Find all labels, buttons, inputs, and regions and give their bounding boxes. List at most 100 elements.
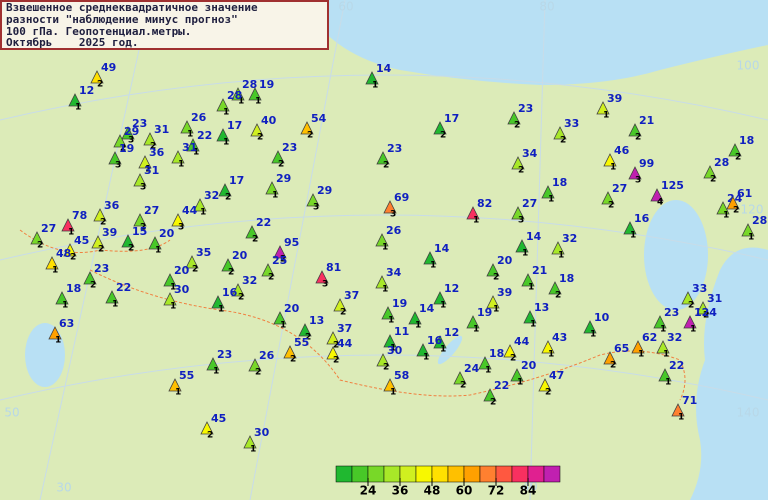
- station-value: 23: [664, 306, 679, 319]
- station-count: 1: [68, 228, 74, 238]
- station-value: 30: [254, 426, 270, 439]
- station-value: 22: [256, 216, 271, 229]
- station-count: 1: [52, 266, 58, 276]
- station-value: 23: [217, 348, 232, 361]
- station-marker: [180, 120, 194, 134]
- colorbar-label: 60: [456, 484, 473, 498]
- station-value: 16: [427, 334, 443, 347]
- station-value: 82: [477, 197, 492, 210]
- station-marker: [486, 263, 500, 277]
- station-value: 18: [552, 176, 567, 189]
- station-count: 2: [140, 223, 146, 233]
- station-value: 37: [337, 322, 352, 335]
- station-marker: [248, 358, 262, 372]
- station-count: 3: [178, 223, 184, 233]
- station-value: 26: [191, 111, 207, 124]
- station-count: 2: [268, 273, 274, 283]
- station-value: 12: [444, 326, 459, 339]
- station-count: 1: [548, 350, 554, 360]
- station-value: 23: [518, 102, 533, 115]
- station-value: 27: [41, 222, 56, 235]
- grid-label: 100: [737, 59, 760, 73]
- colorbar-label: 72: [488, 484, 505, 498]
- station-count: 4: [657, 198, 663, 208]
- station-count: 1: [630, 231, 636, 241]
- station-value: 20: [232, 249, 248, 262]
- station-value: 32: [204, 189, 219, 202]
- station-count: 2: [252, 235, 258, 245]
- station-count: 2: [460, 381, 466, 391]
- color-box: [335, 465, 353, 483]
- stations: 4921212332923122612811912812211714025421…: [30, 61, 767, 455]
- station-value: 17: [227, 119, 242, 132]
- station-value: 18: [66, 282, 81, 295]
- station-value: 12: [444, 282, 459, 295]
- station-value: 24: [464, 362, 480, 375]
- station-count: 3: [390, 210, 396, 220]
- station-count: 1: [272, 191, 278, 201]
- station-value: 20: [521, 359, 537, 372]
- station-count: 1: [558, 251, 564, 261]
- color-box: [543, 465, 561, 483]
- station-marker: [45, 256, 59, 270]
- station-marker: [271, 150, 285, 164]
- station-count: 3: [115, 161, 121, 171]
- station-count: 2: [70, 253, 76, 263]
- station-value: 20: [497, 254, 513, 267]
- station-count: 1: [748, 233, 754, 243]
- station-count: 1: [155, 246, 161, 256]
- station-marker: [728, 143, 742, 157]
- station-count: 1: [423, 353, 429, 363]
- station-marker: [658, 368, 672, 382]
- station-count: 2: [100, 218, 106, 228]
- station-marker: [300, 121, 314, 135]
- station-count: 1: [430, 261, 436, 271]
- station-marker: [133, 213, 147, 227]
- station-marker: [68, 93, 82, 107]
- kamchatka: [731, 150, 759, 230]
- lake-baikal: [437, 335, 463, 365]
- station-value: 33: [564, 117, 579, 130]
- station-value: 21: [532, 264, 547, 277]
- station-count: 1: [178, 160, 184, 170]
- station-marker: [538, 378, 552, 392]
- station-count: 1: [280, 321, 286, 331]
- station-value: 44: [514, 335, 530, 348]
- station-value: 19: [119, 142, 134, 155]
- station-marker: [656, 340, 670, 354]
- station-marker: [486, 295, 500, 309]
- station-marker: [631, 340, 645, 354]
- station-value: 16: [634, 212, 650, 225]
- station-marker: [245, 225, 259, 239]
- station-value: 124: [694, 306, 717, 319]
- station-marker: [186, 138, 200, 152]
- station-count: 1: [213, 367, 219, 377]
- station-marker: [231, 283, 245, 297]
- station-marker: [63, 243, 77, 257]
- station-marker: [306, 193, 320, 207]
- station-value: 17: [229, 174, 244, 187]
- station-value: 20: [174, 264, 190, 277]
- station-value: 25: [272, 254, 287, 267]
- station-marker: [326, 331, 340, 345]
- color-box: [367, 465, 385, 483]
- station-marker: [91, 235, 105, 249]
- station-value: 46: [614, 144, 630, 157]
- station-count: 2: [192, 265, 198, 275]
- station-count: 1: [690, 325, 696, 335]
- station-count: 2: [710, 175, 716, 185]
- station-marker: [510, 368, 524, 382]
- station-marker: [548, 281, 562, 295]
- station-count: 2: [333, 341, 339, 351]
- station-count: 2: [305, 333, 311, 343]
- station-count: 2: [608, 201, 614, 211]
- grid-label: 50: [4, 406, 19, 420]
- station-count: 1: [440, 345, 446, 355]
- station-marker: [375, 233, 389, 247]
- station-marker: [383, 200, 397, 214]
- color-legend: 24 36 48 60 72 84: [335, 465, 561, 498]
- station-marker: [383, 334, 397, 348]
- station-value: 18: [489, 347, 504, 360]
- station-count: 3: [128, 136, 134, 146]
